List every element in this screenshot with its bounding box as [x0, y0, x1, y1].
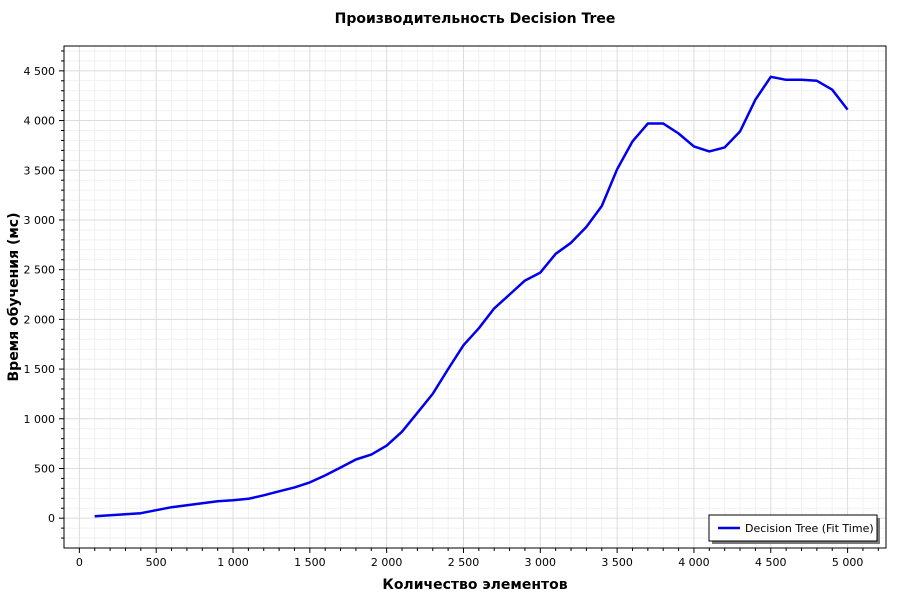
x-axis: 0 500 1 000 1 500 2 000 2 500 3 000 3 500 4 000 4… [76, 548, 879, 569]
x-tick-label: 2 500 [448, 556, 480, 569]
series-layer [94, 75, 849, 518]
x-axis-label: Количество элементов [382, 577, 567, 593]
plot-area-frame [63, 45, 887, 549]
x-tick-label: 4 500 [755, 556, 787, 569]
y-tick-label: 4 500 [24, 65, 56, 78]
x-tick-label: 1 500 [294, 556, 326, 569]
x-tick-label: 5 000 [832, 556, 864, 569]
x-tick-label: 3 500 [601, 556, 633, 569]
y-tick-label: 0 [48, 512, 55, 525]
x-tick-label: 0 [76, 556, 83, 569]
legend-label: Decision Tree (Fit Time) [745, 522, 874, 535]
grid [64, 46, 886, 548]
y-tick-label: 2 000 [24, 313, 56, 326]
y-tick-label: 2 500 [24, 264, 56, 277]
y-axis-label: Время обучения (мс) [6, 212, 22, 381]
x-tick-label: 500 [146, 556, 167, 569]
legend: Decision Tree (Fit Time) [708, 514, 880, 544]
x-tick-label: 3 000 [525, 556, 557, 569]
series-line [94, 75, 849, 518]
y-tick-label: 500 [34, 462, 55, 475]
y-tick-label: 3 500 [24, 164, 56, 177]
chart-title: Производительность Decision Tree [335, 11, 616, 27]
y-tick-label: 1 500 [24, 363, 56, 376]
y-tick-label: 1 000 [24, 413, 56, 426]
y-tick-label: 4 000 [24, 115, 56, 128]
y-axis: 0 500 1 000 1 500 2 000 2 500 3 000 3 500 4 000 4… [24, 50, 64, 539]
x-tick-label: 4 000 [678, 556, 710, 569]
y-tick-label: 3 000 [24, 214, 56, 227]
x-tick-label: 1 000 [217, 556, 249, 569]
x-tick-label: 2 000 [371, 556, 403, 569]
